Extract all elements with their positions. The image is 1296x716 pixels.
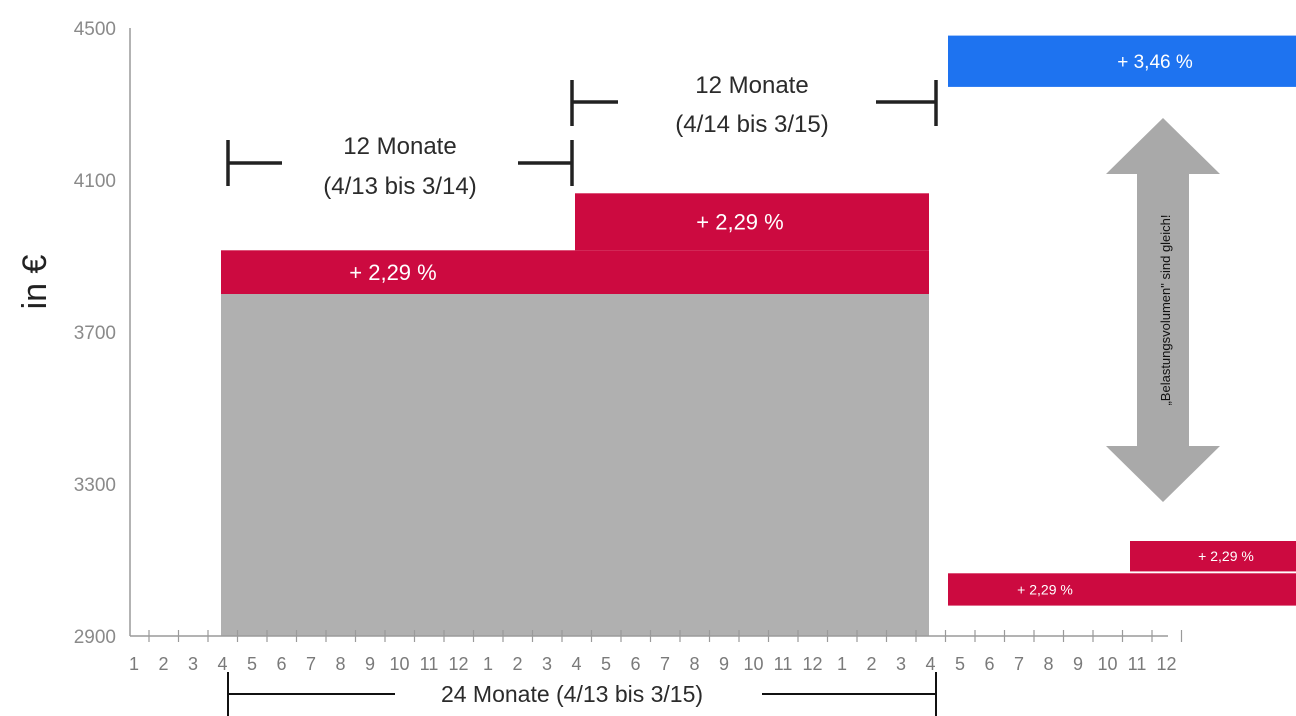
x-tick-label: 9: [365, 654, 375, 674]
x-tick-label: 8: [689, 654, 699, 674]
y-tick-label: 3700: [74, 323, 116, 344]
x-tick-label: 11: [420, 654, 439, 674]
span-2-title: 12 Monate: [695, 72, 808, 99]
arrow-text: „Belastungsvolumen" sind gleich!: [1158, 214, 1173, 405]
span-bracket-1: [226, 140, 574, 186]
x-tick-label: 7: [660, 654, 670, 674]
x-tick-label: 3: [542, 654, 552, 674]
bars-layer: [221, 35, 1296, 636]
bar-increase_2: [575, 193, 929, 251]
bar-base: [221, 294, 929, 636]
x-tick-label: 11: [1128, 654, 1147, 674]
x-tick-label: 2: [512, 654, 522, 674]
double-arrow-icon: [1106, 118, 1220, 502]
x-tick-label: 3: [896, 654, 906, 674]
x-tick-label: 10: [389, 654, 409, 674]
y-tick-label: 3300: [74, 475, 116, 496]
x-tick-label: 4: [571, 654, 581, 674]
span-1-range: (4/13 bis 3/14): [323, 173, 476, 200]
x-tick-label: 6: [984, 654, 994, 674]
bar-label-increase_2: + 2,29 %: [696, 210, 783, 235]
span-total-label: 24 Monate (4/13 bis 3/15): [441, 681, 703, 707]
x-tick-label: 10: [1097, 654, 1117, 674]
bar-labels-layer: + 2,29 % + 2,29 % + 3,46 % + 2,29 % + 2,29 %: [349, 52, 1254, 597]
x-tick-label: 8: [335, 654, 345, 674]
x-tick-label: 4: [925, 654, 935, 674]
x-tick-label: 6: [630, 654, 640, 674]
bar-comparison_right: [948, 35, 1296, 87]
x-tick-label: 12: [802, 654, 822, 674]
x-tick-label: 9: [1073, 654, 1083, 674]
span-2-range: (4/14 bis 3/15): [675, 111, 828, 138]
x-tick-label: 2: [866, 654, 876, 674]
x-tick-label: 7: [1014, 654, 1024, 674]
bar-label-small_1: + 2,29 %: [1017, 581, 1073, 597]
y-tick-label: 2900: [74, 627, 116, 648]
span-bracket-2: [570, 80, 938, 126]
x-tick-label: 9: [719, 654, 729, 674]
x-tick-label: 5: [601, 654, 611, 674]
bar-label-comparison_right: + 3,46 %: [1117, 52, 1193, 73]
y-axis-label: in €: [16, 255, 54, 310]
x-tick-label: 5: [955, 654, 965, 674]
y-ticks-layer: 4500 4100 3700 3300 2900: [74, 19, 116, 648]
x-tick-label: 1: [129, 654, 139, 674]
bar-increase_1: [221, 250, 929, 294]
bar-small_1: [948, 573, 1296, 606]
x-tick-label: 6: [276, 654, 286, 674]
span-bracket-total: [227, 672, 937, 716]
x-tick-label: 12: [448, 654, 468, 674]
y-tick-label: 4500: [74, 19, 116, 40]
bar-label-small_2: + 2,29 %: [1198, 548, 1254, 564]
bar-label-increase_1: + 2,29 %: [349, 260, 436, 285]
bar-small_2: [1130, 541, 1296, 572]
x-tick-label: 5: [247, 654, 257, 674]
x-ticks-layer: 1 2 3 4 5 6 7 8 9 10 11 12 1 2 3 4 5 6 7 8 9 10 11 12 1 2 3 4 5 6 7 8 9 1…: [129, 630, 1183, 674]
x-tick-label: 12: [1156, 654, 1176, 674]
x-tick-label: 4: [217, 654, 227, 674]
x-tick-label: 7: [306, 654, 316, 674]
x-tick-label: 11: [774, 654, 793, 674]
x-tick-label: 1: [483, 654, 493, 674]
x-tick-label: 2: [158, 654, 168, 674]
x-tick-label: 10: [743, 654, 763, 674]
x-tick-label: 1: [837, 654, 847, 674]
span-1-title: 12 Monate: [343, 133, 456, 160]
x-tick-label: 8: [1043, 654, 1053, 674]
x-tick-label: 3: [188, 654, 198, 674]
y-tick-label: 4100: [74, 171, 116, 192]
